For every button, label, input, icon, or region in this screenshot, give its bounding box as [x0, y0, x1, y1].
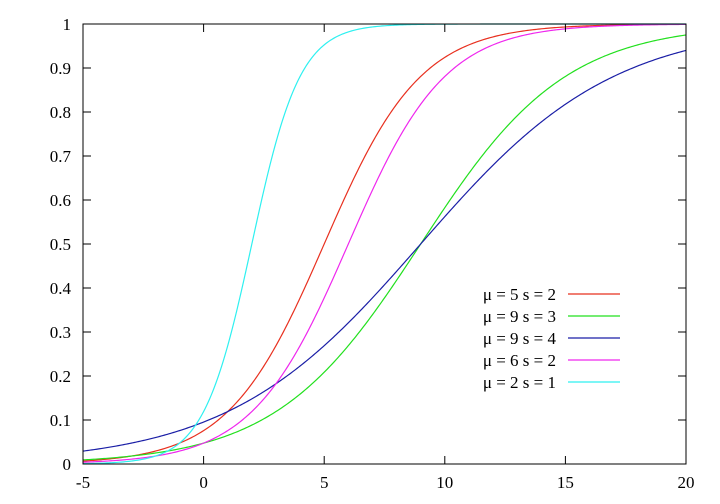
- legend: μ = 5 s = 2 μ = 9 s = 3 μ = 9 s = 4 μ = 6 s…: [483, 285, 620, 392]
- y-tick-label: 0.3: [50, 323, 71, 342]
- y-tick-label: 0.6: [50, 191, 71, 210]
- legend-entry-label: μ = 6 s = 2: [483, 351, 556, 370]
- y-tick-label: 0.1: [50, 411, 71, 430]
- legend-entry-label: μ = 5 s = 2: [483, 285, 556, 304]
- series-line-1: [82, 23, 687, 462]
- series-line-5: [82, 23, 686, 465]
- legend-entry-label: μ = 2 s = 1: [483, 373, 556, 392]
- y-tick-label: 0.5: [50, 235, 71, 254]
- series-line-3: [82, 49, 687, 452]
- x-tick-label: 0: [199, 473, 208, 492]
- y-tick-label: 0.2: [50, 367, 71, 386]
- y-tick-label: 0.8: [50, 103, 71, 122]
- axis-ticks: [82, 23, 687, 465]
- legend-entry-label: μ = 9 s = 3: [483, 307, 556, 326]
- y-tick-label: 1: [63, 15, 72, 34]
- y-tick-label: 0.4: [50, 279, 72, 298]
- x-tick-label: 15: [557, 473, 574, 492]
- series-curves: [82, 23, 687, 465]
- x-tick-label: 5: [320, 473, 329, 492]
- y-tick-label: 0.7: [50, 147, 72, 166]
- series-line-2: [82, 34, 687, 461]
- plot-area-frame: [82, 23, 687, 465]
- x-tick-label: 20: [678, 473, 695, 492]
- series-line-4: [82, 23, 687, 463]
- y-tick-label: 0.9: [50, 59, 71, 78]
- legend-entry-label: μ = 9 s = 4: [483, 329, 557, 348]
- y-tick-label: 0: [63, 455, 72, 474]
- x-tick-label: 10: [436, 473, 453, 492]
- x-tick-label: -5: [76, 473, 90, 492]
